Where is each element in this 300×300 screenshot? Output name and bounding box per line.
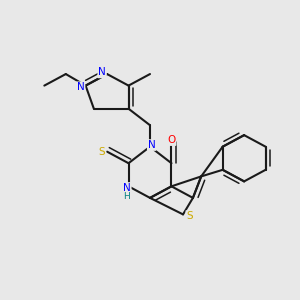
Text: N: N <box>98 68 106 77</box>
Text: N: N <box>148 140 155 150</box>
Text: S: S <box>186 211 193 221</box>
Text: H: H <box>124 192 130 201</box>
Text: N: N <box>123 183 131 193</box>
Text: S: S <box>99 147 105 157</box>
Text: N: N <box>77 82 85 92</box>
Text: O: O <box>167 135 175 145</box>
